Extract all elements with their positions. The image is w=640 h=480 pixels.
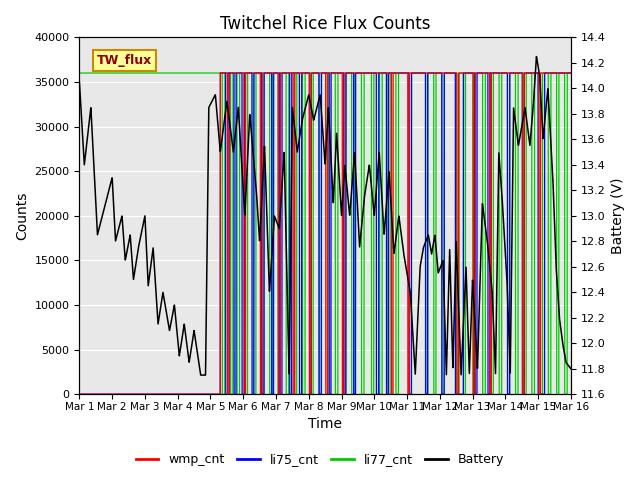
Y-axis label: Battery (V): Battery (V) <box>611 178 625 254</box>
X-axis label: Time: Time <box>308 418 342 432</box>
Y-axis label: Counts: Counts <box>15 192 29 240</box>
Text: TW_flux: TW_flux <box>97 54 152 67</box>
Title: Twitchel Rice Flux Counts: Twitchel Rice Flux Counts <box>220 15 430 33</box>
Legend: wmp_cnt, li75_cnt, li77_cnt, Battery: wmp_cnt, li75_cnt, li77_cnt, Battery <box>131 448 509 471</box>
